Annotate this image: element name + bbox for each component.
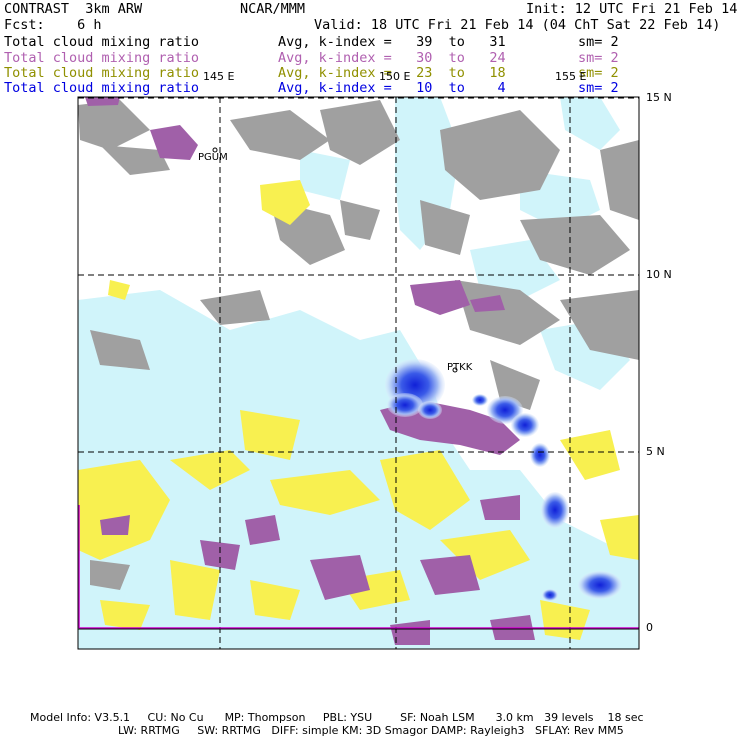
institution-title: NCAR/MMM — [240, 1, 306, 17]
lat-label-15n: 15 N — [646, 91, 672, 104]
model-info-line-2: LW: RRTMG SW: RRTMG DIFF: simple KM: 3D … — [118, 724, 624, 737]
legend-range-1: Avg, k-index = 39 to 31 — [278, 34, 506, 50]
model-info-line-1: Model Info: V3.5.1 CU: No Cu MP: Thompso… — [30, 711, 644, 724]
station-label-ptkk: PTKK — [447, 362, 473, 373]
gray-cloud-field — [78, 100, 639, 590]
legend-name-3: Total cloud mixing ratio — [4, 65, 200, 81]
graticule — [78, 97, 639, 649]
legend-sm-2: sm= 2 — [578, 50, 619, 66]
legend-name-4: Total cloud mixing ratio — [4, 80, 200, 96]
blue-convection-cells — [385, 359, 622, 601]
legend-sm-4: sm= 2 — [578, 80, 619, 96]
legend-name-1: Total cloud mixing ratio — [4, 34, 200, 50]
forecast-hour: Fcst: 6 h — [4, 17, 102, 33]
init-time: Init: 12 UTC Fri 21 Feb 14 — [526, 1, 738, 17]
legend-sm-1: sm= 2 — [578, 34, 619, 50]
legend-range-3: Avg, k-index = 23 to 18 — [278, 65, 506, 81]
plot-frame — [77, 96, 640, 650]
lat-label-5n: 5 N — [646, 445, 665, 458]
legend-range-2: Avg, k-index = 30 to 24 — [278, 50, 506, 66]
lon-label-155: 155 E — [555, 70, 587, 83]
legend-sm-3: sm= 2 — [578, 65, 619, 81]
legend-name-2: Total cloud mixing ratio — [4, 50, 200, 66]
lat-label-0: 0 — [646, 621, 653, 634]
station-label-pgum: PGUM — [198, 152, 228, 163]
lon-label-145: 145 E — [203, 70, 235, 83]
legend-range-4: Avg, k-index = 10 to 4 — [278, 80, 506, 96]
domain-boundary — [78, 505, 639, 629]
valid-time: Valid: 18 UTC Fri 21 Feb 14 (04 ChT Sat … — [314, 17, 721, 33]
lon-label-150: 150 E — [379, 70, 411, 83]
station-marker-pgum — [212, 147, 218, 153]
model-title: CONTRAST 3km ARW — [4, 1, 143, 17]
lat-label-10n: 10 N — [646, 268, 672, 281]
yellow-cloud-field — [78, 180, 639, 640]
station-marker-ptkk — [452, 367, 458, 373]
